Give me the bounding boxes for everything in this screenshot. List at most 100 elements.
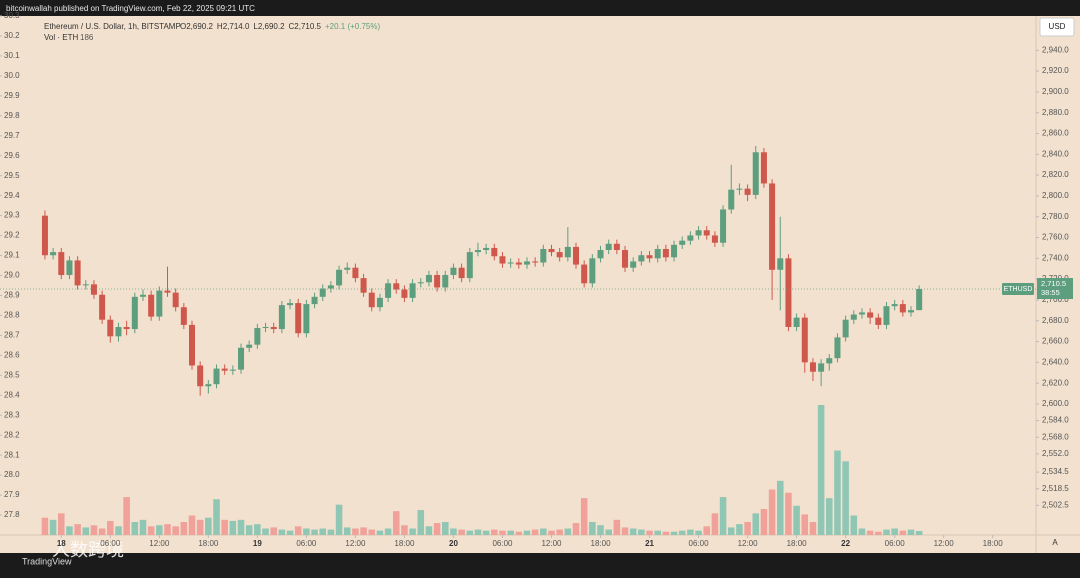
candle-body	[891, 304, 898, 307]
candle-body	[597, 250, 604, 259]
countdown: 38:55	[1041, 288, 1060, 297]
volume-bar	[711, 513, 719, 535]
volume-bar	[409, 528, 416, 535]
scale-mode[interactable]: A	[1052, 538, 1058, 547]
y2-tick-label: 30.3	[4, 11, 20, 20]
candle-body	[540, 248, 547, 263]
y2-tick-label: 30.2	[4, 31, 20, 40]
candle-body	[532, 261, 539, 263]
brand: TradingView	[22, 556, 72, 566]
candle-body	[319, 288, 326, 297]
candle-body	[826, 358, 833, 364]
candle-body	[687, 235, 694, 241]
legend-change: +20.1 (+0.75%)	[325, 22, 380, 31]
volume-bar	[294, 526, 302, 535]
candle-body	[450, 267, 457, 275]
y-tick-label: 2,680.0	[1042, 316, 1069, 325]
y2-tick-label: 30.0	[4, 71, 20, 80]
volume-bar	[785, 492, 792, 535]
candle-body	[90, 284, 97, 295]
volume-bar	[311, 529, 318, 535]
candle-body	[581, 264, 588, 284]
candle-body	[303, 304, 310, 334]
volume-bar	[801, 514, 809, 535]
volume-bar	[662, 531, 670, 535]
candle-body	[287, 303, 294, 306]
volume-bar	[523, 530, 531, 535]
y-tick-label: 2,568.0	[1042, 432, 1069, 441]
y-tick-label: 2,502.5	[1042, 500, 1069, 509]
legend-volume-value: 186	[80, 33, 94, 42]
volume-bar	[597, 525, 604, 535]
volume-bar	[875, 531, 882, 535]
volume-bar	[605, 529, 612, 535]
y2-tick-label: 28.3	[4, 410, 20, 419]
candle-body	[842, 319, 849, 338]
volume-bar	[115, 526, 122, 535]
candle-body	[613, 243, 620, 251]
y2-tick-label: 29.2	[4, 231, 20, 240]
volume-bar	[834, 450, 841, 535]
candle-body	[434, 274, 441, 288]
candle-body	[507, 262, 514, 264]
candle-body	[442, 274, 449, 288]
volume-bar	[678, 530, 686, 535]
y-tick-label: 2,534.5	[1042, 467, 1069, 476]
x-tick-label: 18:00	[198, 539, 219, 548]
y2-tick-label: 30.1	[4, 51, 20, 60]
currency-button[interactable]	[1039, 17, 1075, 37]
volume-bar	[107, 520, 114, 535]
volume-bar	[401, 525, 408, 535]
candle-body	[662, 248, 669, 258]
x-tick-label: 18:00	[394, 539, 415, 548]
x-tick-label: 06:00	[885, 539, 906, 548]
volume-bar	[139, 519, 147, 535]
volume-bar	[703, 526, 711, 535]
candle-body	[711, 235, 718, 243]
candle-body	[638, 255, 645, 262]
candle-body	[180, 307, 187, 325]
volume-bar	[572, 523, 580, 535]
volume-bar	[74, 524, 81, 535]
candle-body	[107, 319, 114, 337]
candle-body	[58, 252, 65, 275]
y2-tick-label: 28.4	[4, 390, 20, 399]
y2-tick-label: 28.1	[4, 450, 20, 459]
candle-body	[695, 230, 702, 236]
volume-bar	[384, 528, 392, 535]
y-tick-label: 2,600.0	[1042, 399, 1069, 408]
candle-body	[409, 283, 416, 298]
volume-bar	[883, 529, 890, 535]
y2-tick-label: 28.0	[4, 470, 20, 479]
volume-bar	[736, 524, 743, 535]
volume-bar	[254, 524, 261, 535]
x-tick-label: 21	[645, 539, 654, 548]
x-tick-label: 12:00	[934, 539, 955, 548]
volume-bar	[335, 504, 343, 535]
x-tick-label: 18	[57, 539, 66, 548]
y-tick-label: 2,940.0	[1042, 45, 1069, 54]
volume-bar	[433, 523, 441, 535]
candle-body	[679, 240, 686, 245]
x-tick-label: 06:00	[296, 539, 317, 548]
y-tick-label: 2,700.0	[1042, 295, 1069, 304]
y2-tick-label: 28.5	[4, 370, 20, 379]
candle-body	[491, 247, 498, 257]
candle-body	[499, 256, 506, 264]
candle-body	[352, 267, 359, 279]
y2-tick-label: 29.9	[4, 91, 20, 100]
y2-tick-label: 29.0	[4, 271, 20, 280]
y2-tick-label: 29.1	[4, 251, 20, 260]
candle-body	[254, 328, 261, 345]
candle-body	[417, 282, 424, 284]
volume-bar	[237, 519, 245, 535]
volume-bar	[164, 524, 171, 535]
volume-bar	[180, 522, 188, 535]
watermark: 人数跨境	[52, 540, 124, 560]
volume-bar	[907, 529, 915, 535]
volume-bar	[621, 527, 629, 535]
y-tick-label: 2,860.0	[1042, 129, 1069, 138]
candle-body	[458, 267, 465, 279]
volume-bar	[507, 530, 514, 535]
